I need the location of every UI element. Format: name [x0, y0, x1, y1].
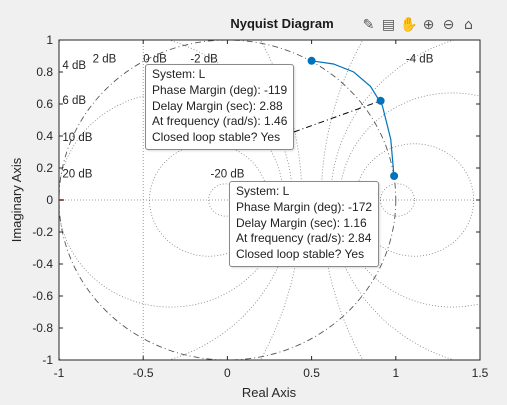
x-tick-label: 1 [392, 366, 399, 380]
zoom-out-icon[interactable]: ⊖ [442, 17, 455, 33]
chart-title: Nyquist Diagram [230, 16, 333, 31]
margin-point-2 [376, 96, 385, 105]
grid-labels: 2 dB 0 dB -2 dB -4 dB 4 dB 6 dB 10 dB 20 dB -20 … [62, 53, 433, 180]
datatip-1[interactable]: System: L Phase Margin (deg): -119 Delay… [145, 64, 295, 150]
grid-label: 10 dB [62, 132, 92, 144]
x-tick-label: -1 [54, 366, 65, 380]
grid-label: -2 dB [190, 53, 218, 65]
datatip-1-line: Phase Margin (deg): -119 [152, 82, 288, 97]
zoom-in-icon[interactable]: ⊕ [422, 17, 435, 33]
datatip-2-line: System: L [236, 184, 290, 198]
datatip-1-line: System: L [152, 67, 206, 81]
grid-label: -20 dB [211, 169, 245, 181]
y-tick-label: -0.6 [32, 289, 53, 303]
datatip-2-line: Closed loop stable? Yes [236, 247, 365, 262]
y-tick-label: 1 [46, 33, 53, 47]
unit-circle [59, 40, 397, 360]
margin-point-3 [390, 172, 399, 180]
nyquist-curve-layer [59, 56, 399, 201]
datatip-2[interactable]: System: L Phase Margin (deg): -172 Delay… [229, 181, 380, 267]
y-axis-label: Imaginary Axis [9, 157, 24, 242]
pan-icon[interactable]: ✋ [400, 17, 418, 33]
axes-toolbar: ✎ ▤ ✋ ⊕ ⊖ ⌂ [360, 16, 478, 38]
export-icon[interactable]: ▤ [381, 17, 396, 33]
y-tick-label: -0.8 [32, 321, 53, 335]
nyquist-curve [311, 60, 395, 178]
y-tick-label: -0.4 [32, 257, 53, 271]
y-tick-label: 0.4 [36, 129, 53, 143]
y-tick-label: -0.2 [32, 225, 53, 239]
axis-ticks: -1 -0.5 0 0.5 1 1.5 -1 -0.8 -0.6 -0.4 -0.2 0 0.2 0.4 0… [32, 33, 488, 380]
home-icon[interactable]: ⌂ [464, 17, 473, 33]
datatip-1-line: At frequency (rad/s): 1.46 [152, 114, 288, 129]
x-tick-label: -0.5 [133, 366, 154, 380]
y-tick-label: 0 [46, 193, 53, 207]
grid-label: 0 dB [143, 53, 167, 65]
y-tick-label: -1 [42, 353, 53, 367]
datatip-2-line: Phase Margin (deg): -172 [236, 199, 373, 214]
grid-label: 4 dB [62, 60, 86, 72]
grid-label: -4 dB [406, 53, 434, 65]
datatip-2-line: At frequency (rad/s): 2.84 [236, 231, 372, 246]
x-axis-label: Real Axis [242, 385, 297, 400]
brush-icon[interactable]: ✎ [362, 17, 375, 33]
grid-label: 6 dB [62, 95, 86, 107]
y-tick-label: 0.8 [36, 65, 53, 79]
margin-point-1 [307, 56, 316, 65]
grid-label: 2 dB [93, 53, 117, 65]
grid-label: 20 dB [62, 169, 92, 181]
x-tick-label: 0 [224, 366, 231, 380]
x-tick-label: 0.5 [303, 366, 320, 380]
y-tick-label: 0.6 [36, 97, 53, 111]
datatip-1-line: Delay Margin (sec): 2.88 [152, 98, 283, 113]
datatip-2-line: Delay Margin (sec): 1.16 [236, 215, 367, 230]
x-tick-label: 1.5 [472, 366, 489, 380]
y-tick-label: 0.2 [36, 161, 53, 175]
datatip-1-line: Closed loop stable? Yes [152, 130, 281, 145]
